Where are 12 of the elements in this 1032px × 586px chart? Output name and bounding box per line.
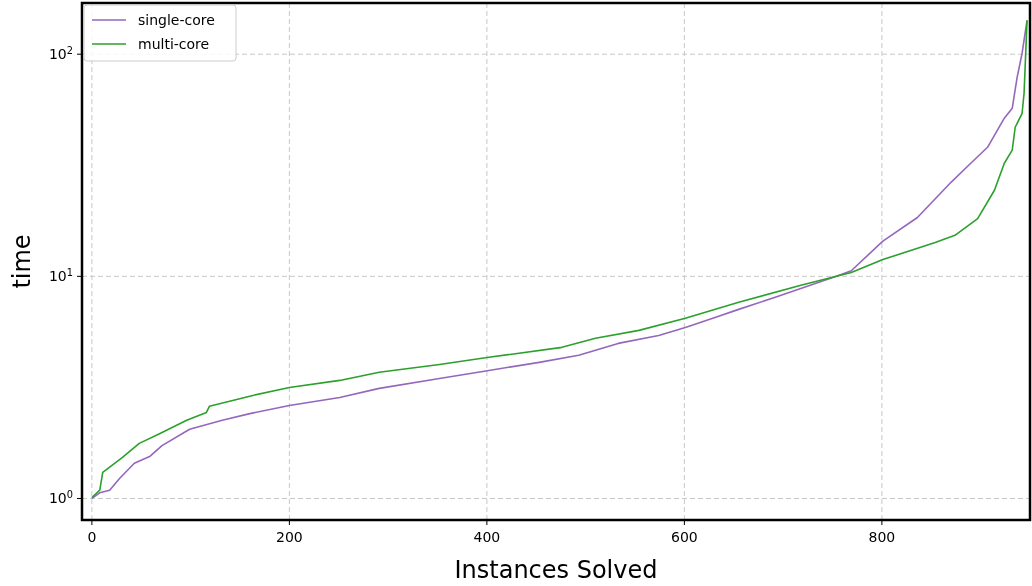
- y-tick-label: 10$^{0}$: [48, 488, 73, 507]
- y-axis-title: time: [8, 234, 36, 289]
- x-tick-label: 600: [671, 529, 698, 545]
- legend-label: single-core: [138, 12, 215, 28]
- y-tick-label: 10$^{2}$: [48, 44, 73, 63]
- x-tick-label: 800: [868, 529, 896, 545]
- x-tick-label: 400: [473, 529, 501, 545]
- legend-label: multi-core: [138, 36, 210, 52]
- y-tick-label: 10$^{1}$: [48, 266, 73, 285]
- x-tick-label: 200: [276, 529, 303, 545]
- x-tick-label: 0: [87, 529, 97, 545]
- x-axis-title: Instances Solved: [454, 556, 658, 584]
